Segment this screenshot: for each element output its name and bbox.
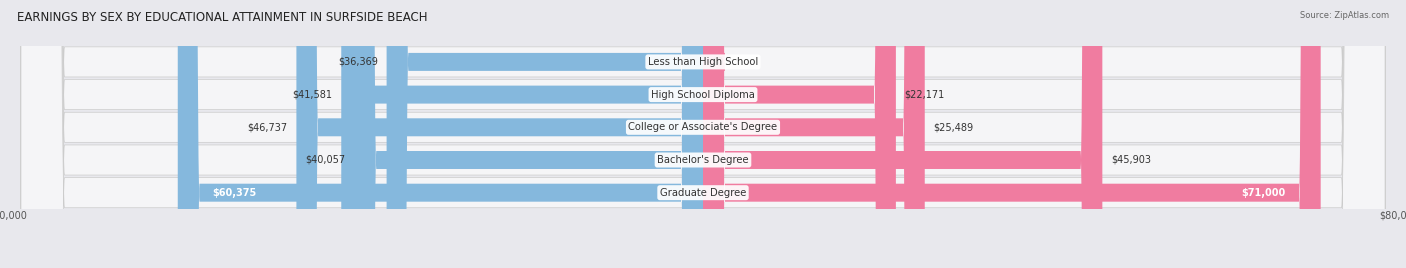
Text: $25,489: $25,489 (934, 122, 973, 132)
FancyBboxPatch shape (354, 0, 703, 268)
Text: $40,057: $40,057 (305, 155, 346, 165)
FancyBboxPatch shape (686, 0, 724, 268)
Text: High School Diploma: High School Diploma (651, 90, 755, 100)
Text: Bachelor's Degree: Bachelor's Degree (657, 155, 749, 165)
FancyBboxPatch shape (21, 0, 1385, 268)
FancyBboxPatch shape (21, 0, 1385, 268)
Text: $45,903: $45,903 (1111, 155, 1152, 165)
FancyBboxPatch shape (703, 0, 1320, 268)
Text: EARNINGS BY SEX BY EDUCATIONAL ATTAINMENT IN SURFSIDE BEACH: EARNINGS BY SEX BY EDUCATIONAL ATTAINMEN… (17, 11, 427, 24)
Text: College or Associate's Degree: College or Associate's Degree (628, 122, 778, 132)
Text: Source: ZipAtlas.com: Source: ZipAtlas.com (1301, 11, 1389, 20)
FancyBboxPatch shape (21, 0, 1385, 268)
Text: $36,369: $36,369 (337, 57, 378, 67)
FancyBboxPatch shape (387, 0, 703, 268)
FancyBboxPatch shape (21, 0, 1385, 268)
FancyBboxPatch shape (342, 0, 703, 268)
Text: Less than High School: Less than High School (648, 57, 758, 67)
FancyBboxPatch shape (703, 0, 896, 268)
Text: $60,375: $60,375 (212, 188, 257, 198)
Text: $22,171: $22,171 (904, 90, 945, 100)
Text: $71,000: $71,000 (1241, 188, 1286, 198)
FancyBboxPatch shape (297, 0, 703, 268)
Text: $46,737: $46,737 (247, 122, 288, 132)
Text: $41,581: $41,581 (292, 90, 333, 100)
FancyBboxPatch shape (703, 0, 1102, 268)
FancyBboxPatch shape (21, 0, 1385, 268)
FancyBboxPatch shape (703, 0, 925, 268)
Text: $0: $0 (711, 57, 724, 67)
Text: Graduate Degree: Graduate Degree (659, 188, 747, 198)
FancyBboxPatch shape (177, 0, 703, 268)
